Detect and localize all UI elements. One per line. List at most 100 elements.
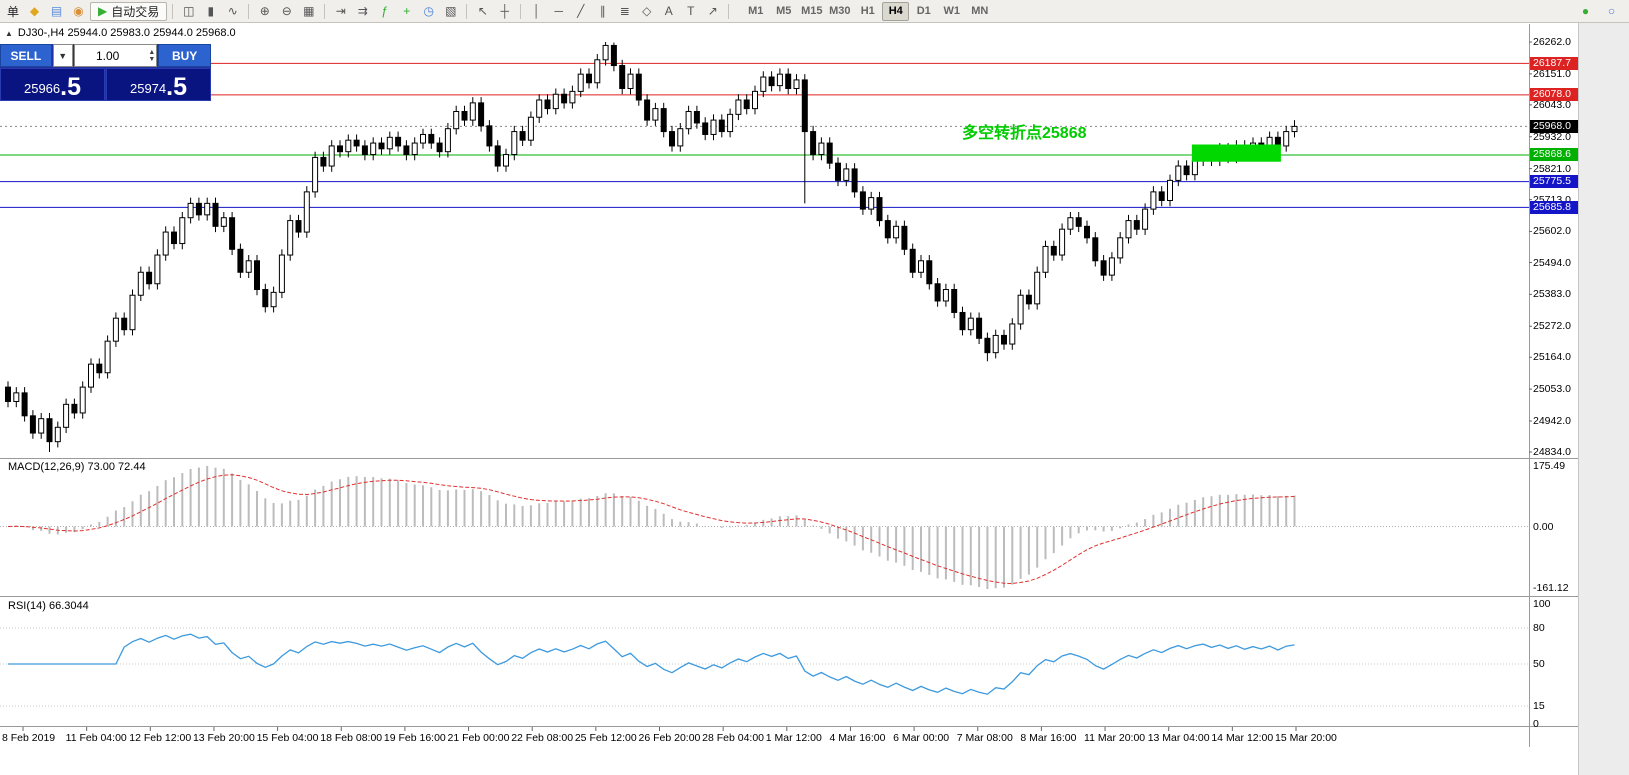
arrow-tool-icon[interactable]: ↗ [707,4,718,18]
sell-price-main: 25966 [23,81,61,96]
market-watch-icon[interactable]: ▤ [50,4,63,18]
zoom-out-icon[interactable]: ⊖ [281,4,292,18]
trendline-icon[interactable]: ╱ [577,4,585,18]
time-axis[interactable] [0,727,1578,775]
candle-body [345,139,352,153]
templates-icon[interactable]: ▧ [445,4,457,18]
chart-shift-icon[interactable]: ⇉ [357,4,368,18]
parallel-channel-icon[interactable]: ∥ [599,4,606,18]
vertical-line-icon[interactable]: │ [533,4,541,18]
volume-dropdown[interactable]: ▼ [52,44,73,67]
candle-body [818,142,825,156]
toolbar-separator [466,3,468,19]
new-order-icon[interactable]: ◆ [29,4,40,18]
candle-body [179,217,186,245]
highlight-rectangle[interactable] [1191,144,1281,162]
volume-input[interactable] [74,45,141,66]
timeframe-m30[interactable]: M30 [829,5,851,17]
candle-body [810,131,817,156]
autotrading-button[interactable]: ▶ 自动交易 [90,1,168,21]
shapes-icon[interactable]: ◇ [642,4,652,18]
collapse-icon[interactable]: ▲ [5,28,13,38]
candle-body [511,131,518,156]
timeframe-m5[interactable]: M5 [776,5,792,17]
period-clock-icon[interactable]: ◷ [423,4,434,18]
order-menu-label[interactable]: 单 [7,4,20,19]
price-axis[interactable] [1529,24,1578,747]
candle-body [1133,220,1140,230]
candle-body [386,136,393,150]
rsi-header: RSI(14) 66.3044 [8,600,89,612]
candle-body [494,145,501,167]
candle-body [644,99,651,121]
time-axis-label: 12 Feb 12:00 [129,732,192,744]
time-axis-label: 15 Mar 20:00 [1275,732,1337,744]
text-tool-icon[interactable]: A [664,4,673,18]
sell-price[interactable]: 25966.5 [0,68,105,101]
crosshair-icon[interactable]: ┼ [500,4,510,18]
line-chart-icon[interactable]: ∿ [227,4,238,18]
buy-price[interactable]: 25974.5 [106,68,211,101]
candle-body [478,102,485,127]
macd-axis-label: -161.12 [1533,582,1569,594]
chat-icon[interactable]: ● [1581,4,1590,18]
volume-up-icon[interactable]: ▲ [148,48,156,56]
candle-body [337,145,343,153]
cursor-icon[interactable]: ↖ [477,4,488,18]
time-axis-label: 15 Feb 04:00 [256,732,319,744]
candle-body [1100,260,1107,276]
auto-scroll-icon[interactable]: ⇥ [335,4,346,18]
candle-body [859,191,866,210]
time-axis-label: 11 Feb 04:00 [65,732,127,744]
horizontal-line-icon[interactable]: ─ [554,4,564,18]
candle-body [1175,165,1182,181]
time-axis-label: 25 Feb 12:00 [574,732,637,744]
rsi-axis-label: 50 [1533,658,1545,670]
candle-body [942,288,949,302]
label-tool-icon[interactable]: T [687,4,695,18]
candle-body [1034,271,1041,305]
candle-body [743,99,750,110]
candle-body [278,254,285,293]
timeframe-w1[interactable]: W1 [943,5,961,17]
tile-windows-icon[interactable]: ▦ [303,4,315,18]
candle-body [461,110,468,121]
candle-body [1050,245,1057,256]
candlestick-chart-icon[interactable]: ▮ [207,4,215,18]
navigator-icon[interactable]: ◉ [73,4,84,18]
search-icon[interactable]: ○ [1607,4,1616,18]
timeframe-mn[interactable]: MN [971,5,989,17]
add-indicator-icon[interactable]: + [403,4,411,18]
candle-body [444,128,451,153]
timeframe-d1[interactable]: D1 [916,5,931,17]
bar-chart-icon[interactable]: ◫ [183,4,195,18]
candle-body [1067,217,1074,230]
rsi-axis-label: 15 [1533,700,1545,712]
candle-body [1009,323,1016,345]
timeframe-h1[interactable]: H1 [860,5,875,17]
price-axis-tick-label: 25821.0 [1533,162,1571,175]
candle-body [951,288,958,313]
buy-button[interactable]: BUY [158,44,211,67]
candle-body [137,271,144,296]
candle-body [129,294,136,331]
sell-button[interactable]: SELL [0,44,52,67]
timeframe-m15[interactable]: M15 [801,5,823,17]
candle-body [353,139,360,147]
buy-price-big-digit: .5 [166,73,187,101]
candle-body [54,426,61,443]
indicators-icon[interactable]: ƒ [381,4,389,18]
zoom-in-icon[interactable]: ⊕ [259,4,270,18]
timeframe-h4[interactable]: H4 [882,1,910,21]
toolbar-separator [520,3,522,19]
fibonacci-icon[interactable]: ≣ [619,4,630,18]
volume-down-icon[interactable]: ▼ [148,55,156,63]
candle-body [1142,208,1149,230]
candle-body [411,142,418,156]
candle-body [801,79,808,133]
timeframe-m1[interactable]: M1 [748,5,764,17]
pivot-annotation: 多空转折点25868 [962,125,1087,142]
candle-body [361,145,368,156]
candle-body [303,191,310,233]
